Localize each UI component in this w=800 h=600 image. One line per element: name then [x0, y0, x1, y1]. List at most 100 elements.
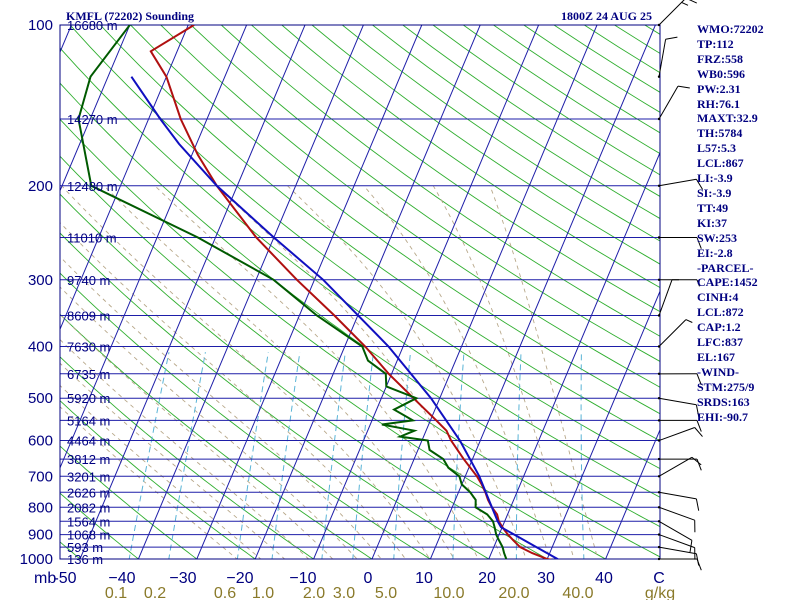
station-title: KMFL (72202) Sounding	[66, 9, 194, 23]
height-label: 16680 m	[67, 18, 118, 33]
height-label: 14270 m	[67, 112, 118, 127]
mixing-ratio-line	[393, 352, 411, 559]
moist-adiabat	[60, 286, 358, 559]
dry-adiabat	[311, 25, 660, 265]
pressure-label: 200	[28, 178, 53, 195]
index-item: TP:112	[697, 36, 734, 51]
wind-barb	[657, 491, 700, 511]
mixing-ratio-line	[236, 352, 269, 559]
dry-adiabat	[130, 25, 660, 415]
height-label: 9740 m	[67, 273, 110, 288]
pressure-label: 900	[28, 527, 53, 544]
mixing-ratio-line	[352, 352, 374, 559]
moist-adiabat	[60, 406, 238, 559]
dry-adiabat	[60, 193, 549, 559]
mixing-ratio-tick-label: 40.0	[562, 585, 593, 600]
index-item: TT:49	[697, 200, 729, 215]
dry-adiabat	[60, 82, 660, 528]
dry-adiabat	[99, 25, 660, 442]
index-item: KI:37	[697, 215, 727, 230]
height-label: 1564 m	[67, 514, 110, 529]
index-item: WB0:596	[697, 66, 745, 81]
height-label: 3201 m	[67, 469, 110, 484]
index-item: CAP:1.2	[697, 320, 741, 335]
wind-barbs	[657, 0, 704, 571]
index-item: -PARCEL-	[697, 260, 754, 275]
index-item: EHI:-90.7	[697, 409, 748, 424]
mixing-ratio-tick-label: 2.0	[303, 585, 325, 600]
height-label: 5164 m	[67, 413, 110, 428]
index-item: EL:167	[697, 349, 736, 364]
temperature-tick-label: −40	[108, 570, 135, 587]
moist-adiabat	[60, 384, 262, 559]
dry-adiabat	[60, 313, 373, 559]
mixing-ratio-unit-label: g/kg	[645, 585, 675, 600]
height-label: 12480 m	[67, 179, 118, 194]
index-item: LCL:867	[697, 156, 744, 171]
moist-adiabat	[60, 221, 407, 559]
mixing-ratio-line	[515, 352, 522, 559]
height-label: 11010 m	[67, 231, 117, 246]
dry-adiabat	[60, 232, 490, 559]
dry-adiabat	[281, 25, 660, 289]
index-item: RH:76.1	[697, 96, 740, 111]
temperature-unit-label: C	[653, 570, 665, 587]
isotherm	[60, 25, 189, 331]
isotherm	[60, 25, 248, 470]
index-item: CINH:4	[697, 290, 739, 305]
dry-adiabat	[0, 25, 34, 570]
mixing-ratio-tick-label: 5.0	[375, 585, 397, 600]
height-label: 7630 m	[67, 340, 110, 355]
index-item: SW:253	[697, 230, 738, 245]
height-label: 6735 m	[67, 367, 110, 382]
moist-adiabat	[60, 339, 310, 559]
temperature-tick-label: −10	[289, 570, 316, 587]
isobar-lines	[59, 24, 661, 560]
isotherm	[371, 25, 598, 559]
isotherm	[605, 428, 660, 559]
wind-barb	[657, 506, 696, 533]
height-label: 1068 m	[67, 528, 110, 543]
height-label: 8609 m	[67, 309, 110, 324]
mixing-ratio-tick-label: 10.0	[433, 585, 464, 600]
pressure-label: 300	[28, 272, 53, 289]
chart-grid	[0, 13, 660, 570]
moist-adiabat	[432, 185, 575, 559]
isotherm	[313, 25, 540, 559]
wind-barb	[657, 278, 700, 287]
wind-barb	[657, 178, 704, 190]
index-item: L57:5.3	[697, 141, 736, 156]
dry-adiabat	[60, 118, 660, 558]
mixing-ratio-line	[321, 352, 346, 559]
height-label: 136 m	[67, 552, 103, 567]
moist-adiabat	[60, 362, 286, 559]
wind-barb	[657, 419, 702, 432]
dewpoint-trace	[77, 25, 508, 559]
moist-adiabat	[60, 313, 334, 559]
mixing-ratio-tick-label: 0.1	[105, 585, 127, 600]
index-item: CAPE:1452	[697, 275, 758, 290]
mixing-ratio-line	[271, 352, 301, 559]
mixing-ratio-line	[128, 352, 170, 559]
dry-adiabat	[251, 25, 660, 313]
wind-barb	[657, 520, 693, 553]
index-item: LCL:872	[697, 305, 744, 320]
wind-barb	[657, 85, 690, 121]
height-label: 593 m	[67, 540, 103, 555]
index-item: TH:5784	[697, 126, 743, 141]
isotherm	[0, 13, 18, 570]
isotherm	[488, 151, 660, 559]
mixing-ratio-line	[168, 352, 206, 559]
wind-barb	[657, 279, 680, 317]
index-item: PW:2.31	[697, 81, 741, 96]
isotherm	[60, 25, 131, 192]
parcel-trace	[130, 76, 560, 559]
moist-adiabat	[363, 185, 551, 559]
mixing-ratio-tick-label: 0.2	[144, 585, 166, 600]
dry-adiabat	[160, 25, 660, 388]
dry-adiabat	[220, 25, 660, 337]
moist-adiabat	[60, 255, 382, 559]
isotherm	[254, 25, 481, 559]
